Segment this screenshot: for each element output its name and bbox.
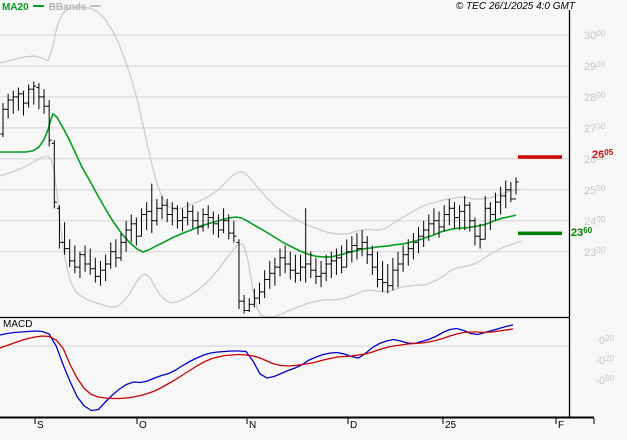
panel-borders xyxy=(0,10,595,424)
copyright-text: © TEC 26/1/2025 4:0 GMT xyxy=(455,1,575,12)
bollinger-upper-line xyxy=(0,6,522,235)
ma20-line xyxy=(0,112,517,258)
legend-bbands-label: BBands xyxy=(48,2,87,13)
resistance-price-label: 2605 xyxy=(592,148,614,162)
support-line xyxy=(518,231,562,236)
legend-ma20-label: MA20 xyxy=(2,2,29,13)
macd-panel-label: MACD xyxy=(3,319,33,330)
support-price-label: 2360 xyxy=(571,226,593,240)
gridlines xyxy=(0,34,570,347)
legend: MA20 BBands xyxy=(2,2,106,13)
bollinger-lower-line xyxy=(0,155,522,317)
resistance-line xyxy=(518,155,562,159)
bbands-line-swatch-icon xyxy=(90,5,102,8)
ohlc-bars xyxy=(0,81,519,314)
macd-macd-line xyxy=(0,324,514,412)
ma20-line-swatch-icon xyxy=(32,5,44,8)
macd-signal-line xyxy=(0,328,514,400)
